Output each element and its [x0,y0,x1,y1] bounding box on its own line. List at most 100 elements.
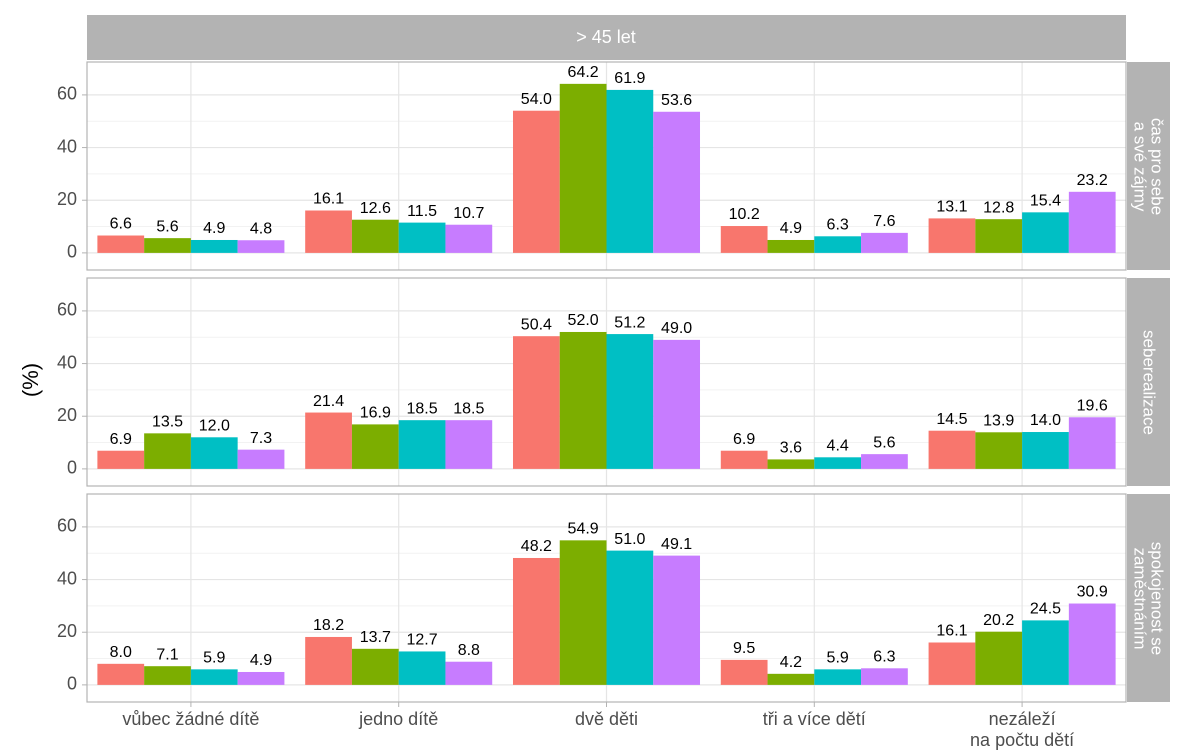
bar [398,222,446,253]
x-tick-label: jedno dítě [359,709,439,729]
x-tick-label: vůbec žádné dítě [122,709,260,729]
value-label: 20.2 [983,612,1014,629]
bar [720,659,768,685]
value-label: 4.4 [827,438,849,455]
value-label: 30.9 [1077,584,1108,601]
bar [144,238,191,253]
value-label: 21.4 [313,393,344,410]
bar [928,642,976,685]
bar [512,110,560,253]
bar [814,457,862,469]
bar [445,420,493,469]
bar [861,232,908,253]
value-label: 54.0 [521,91,552,108]
value-label: 12.7 [407,632,438,649]
bar [559,331,607,469]
panel-border [86,277,1127,487]
value-label: 10.7 [453,205,484,222]
value-label: 48.2 [521,538,552,555]
bar [445,661,493,685]
bar [97,235,145,253]
top-strip [87,15,1126,60]
strip-title: > 45 let [576,27,636,47]
value-label: 16.1 [936,623,967,640]
bar [398,420,446,469]
y-tick-label: 60 [57,84,77,104]
value-label: 14.5 [936,411,967,428]
bar [144,433,191,469]
bar [814,669,862,685]
bar [512,336,560,469]
bar [1022,620,1069,685]
bar [190,669,238,685]
facet-label: spokojenost se zaměstnáním [1130,541,1167,655]
value-label: 8.8 [458,642,480,659]
value-label: 4.9 [780,220,802,237]
bar [653,339,701,469]
bar [975,432,1023,469]
value-label: 5.9 [827,650,849,667]
facet-label: seberealizace [1139,329,1158,435]
value-label: 3.6 [780,440,802,457]
value-label: 10.2 [729,206,760,223]
bar [814,236,862,253]
bar [398,651,446,685]
y-tick-label: 0 [67,674,77,694]
bar [975,219,1023,253]
bar [237,449,285,469]
bar [1068,603,1116,685]
value-label: 13.1 [936,199,967,216]
value-label: 49.0 [661,320,692,337]
value-label: 4.9 [203,220,225,237]
y-tick-label: 20 [57,621,77,641]
value-label: 12.6 [360,200,391,217]
x-tick-label: dvě děti [574,709,639,729]
value-label: 8.0 [110,644,132,661]
bar [861,454,908,469]
y-axis-label: (%) [18,363,43,397]
bar [861,668,908,685]
y-tick-label: 40 [57,568,77,588]
bar [1068,417,1116,469]
bar [351,219,399,253]
bar [237,671,285,685]
bar [1068,191,1116,253]
bar [445,224,493,253]
value-label: 5.6 [156,218,178,235]
value-label: 6.6 [110,216,132,233]
y-tick-label: 0 [67,458,77,478]
value-label: 18.5 [407,400,438,417]
bar [97,450,145,469]
bar [606,550,654,685]
bar [559,83,607,253]
y-tick-label: 0 [67,242,77,262]
value-label: 23.2 [1077,172,1108,189]
value-label: 5.9 [203,650,225,667]
value-label: 49.1 [661,536,692,553]
value-label: 14.0 [1030,412,1061,429]
value-label: 18.5 [453,400,484,417]
value-label: 4.8 [250,220,272,237]
bar [767,459,815,469]
value-label: 52.0 [568,312,599,329]
bar [97,663,145,685]
x-tick-label: nezáleží na počtu dětí [970,709,1075,750]
bar [720,226,768,253]
facet-strip [1127,278,1170,486]
bar [975,631,1023,685]
value-label: 5.6 [873,434,895,451]
value-label: 51.0 [614,531,645,548]
bar [305,636,352,685]
bar [305,412,352,469]
value-label: 61.9 [614,70,645,87]
value-label: 24.5 [1030,601,1061,618]
bar [237,240,285,253]
value-label: 51.2 [614,314,645,331]
y-tick-label: 40 [57,136,77,156]
bar [144,666,191,685]
y-tick-label: 20 [57,405,77,425]
bar [559,540,607,685]
bar [190,239,238,253]
